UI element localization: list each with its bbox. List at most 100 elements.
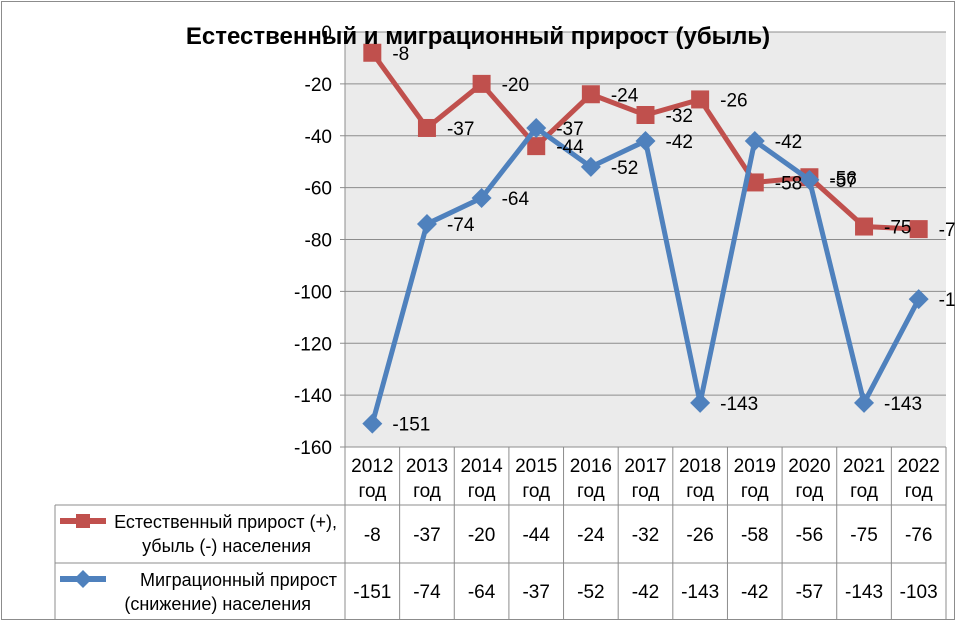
x-tick-label: 2012 (351, 456, 393, 477)
table-cell-value: -20 (468, 525, 495, 546)
x-tick-label: 2015 (515, 456, 557, 477)
data-point (691, 90, 710, 109)
x-tick-label: год (468, 481, 496, 502)
legend-key-marker (76, 514, 90, 528)
data-point (581, 85, 600, 104)
data-label: -76 (939, 220, 956, 241)
legend-key-marker (74, 570, 92, 588)
x-tick-label: год (741, 481, 769, 502)
data-point (855, 217, 874, 236)
data-label: -8 (392, 44, 409, 65)
data-label: -143 (884, 394, 922, 415)
table-cell-value: -143 (681, 582, 719, 603)
data-label: -37 (556, 119, 583, 140)
data-label: -151 (392, 415, 430, 436)
table-cell-value: -37 (413, 525, 440, 546)
table-cell-value: -42 (741, 582, 768, 603)
y-tick-label: -100 (294, 282, 332, 303)
series-name: (снижение) населения (124, 594, 311, 614)
x-tick-label: год (358, 481, 386, 502)
data-point (472, 74, 491, 93)
y-tick-label: -80 (305, 231, 332, 252)
x-tick-label: 2020 (788, 456, 830, 477)
data-point (744, 130, 765, 151)
y-tick-label: -40 (305, 127, 332, 148)
x-tick-label: год (850, 481, 878, 502)
y-tick-label: -20 (305, 75, 332, 96)
x-tick-label: 2019 (734, 456, 776, 477)
data-label: -58 (775, 173, 802, 194)
data-label: -74 (447, 215, 475, 236)
data-point (690, 392, 711, 413)
data-label: -37 (447, 119, 474, 140)
data-point (580, 156, 601, 177)
data-point (471, 188, 492, 208)
data-label: -56 (829, 168, 856, 189)
table-cell-value: -76 (905, 525, 932, 546)
data-label: -42 (666, 132, 693, 153)
data-label: -44 (556, 137, 584, 158)
data-label: -52 (611, 158, 638, 179)
data-point (635, 130, 656, 151)
data-point (362, 413, 383, 434)
table-cell-value: -42 (632, 582, 659, 603)
y-tick-label: -140 (294, 386, 332, 407)
data-label: -24 (611, 85, 639, 106)
x-tick-label: год (796, 481, 824, 502)
table-cell-value: -58 (741, 525, 768, 546)
data-label: -26 (720, 90, 747, 111)
x-tick-label: 2016 (570, 456, 612, 477)
data-label: -20 (502, 75, 529, 96)
table-cell-value: -151 (353, 582, 391, 603)
x-tick-label: год (686, 481, 714, 502)
data-label: -64 (502, 189, 530, 210)
data-point (854, 392, 875, 413)
x-tick-label: 2022 (898, 456, 940, 477)
y-tick-label: 0 (321, 23, 332, 44)
table-cell-value: -24 (577, 525, 605, 546)
data-point (417, 118, 436, 137)
data-point (636, 106, 655, 124)
y-tick-label: -120 (294, 334, 332, 355)
data-point (526, 117, 547, 138)
table-cell-value: -56 (796, 525, 823, 546)
data-point (745, 173, 764, 192)
data-label: -42 (775, 132, 802, 153)
data-point (416, 213, 437, 234)
data-label: -57 (829, 171, 856, 192)
data-label: -32 (666, 106, 693, 127)
table-cell-value: -103 (900, 582, 938, 603)
x-tick-label: год (632, 481, 660, 502)
series-name: Естественный прирост (+), (114, 512, 337, 532)
x-tick-label: год (522, 481, 550, 502)
table-cell-value: -32 (632, 525, 659, 546)
data-label: -143 (720, 394, 758, 415)
table-cell-value: -37 (522, 582, 549, 603)
table-cell-value: -26 (686, 525, 713, 546)
x-tick-label: год (905, 481, 933, 502)
y-tick-label: -60 (305, 179, 332, 200)
x-tick-label: 2013 (406, 456, 448, 477)
data-point (363, 43, 382, 62)
data-point (908, 289, 929, 310)
x-tick-label: 2021 (843, 456, 885, 477)
data-point (799, 169, 820, 190)
x-tick-label: год (413, 481, 441, 502)
data-label: -75 (884, 218, 911, 239)
table-cell-value: -8 (364, 525, 381, 546)
chart-title: Естественный и миграционный прирост (убы… (186, 23, 770, 50)
series-name: убыль (-) населения (142, 536, 311, 556)
table-cell-value: -64 (468, 582, 496, 603)
table-cell-value: -52 (577, 582, 604, 603)
data-point (527, 137, 546, 156)
x-tick-label: 2014 (460, 456, 503, 477)
data-point (909, 220, 928, 239)
series-name: Миграционный прирост (140, 570, 337, 590)
x-tick-label: год (577, 481, 605, 502)
table-cell-value: -75 (850, 525, 877, 546)
x-tick-label: 2017 (624, 456, 666, 477)
table-cell-value: -57 (796, 582, 823, 603)
data-label: -103 (939, 290, 956, 311)
x-tick-label: 2018 (679, 456, 721, 477)
